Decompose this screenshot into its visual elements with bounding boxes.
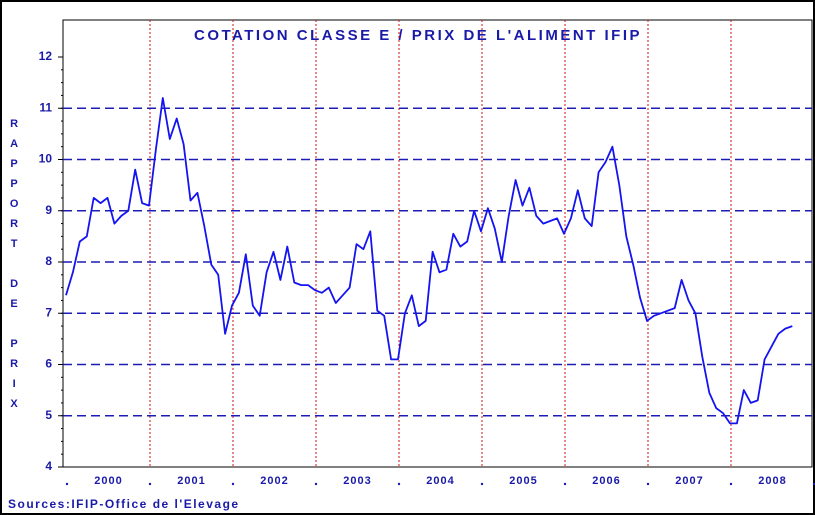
x-tick-dot [812, 482, 815, 486]
x-tick-dot [397, 482, 401, 486]
y-tick-label: 9 [45, 203, 52, 217]
x-tick-label: 2007 [675, 475, 703, 487]
price-ratio-line [65, 97, 793, 425]
y-tick-label: 7 [45, 305, 52, 319]
x-tick-dot [646, 482, 650, 486]
x-tick-dot [480, 482, 484, 486]
x-tick-label: 2002 [260, 475, 288, 487]
plot-frame [62, 19, 813, 468]
source-note: Sources:IFIP-Office de l'Elevage [8, 497, 240, 511]
x-tick-dot [729, 482, 733, 486]
y-tick-label: 4 [45, 459, 52, 473]
x-tick-label: 2005 [509, 475, 537, 487]
x-tick-label: 2008 [758, 475, 786, 487]
x-tick-label: 2003 [343, 475, 371, 487]
y-tick-label: 8 [45, 254, 52, 268]
x-tick-label: 2006 [592, 475, 620, 487]
chart-title: COTATION CLASSE E / PRIX DE L'ALIMENT IF… [194, 27, 642, 44]
y-tick-label: 5 [45, 408, 52, 422]
x-tick-dot [563, 482, 567, 486]
x-tick-dot [65, 482, 69, 486]
x-tick-dot [231, 482, 235, 486]
y-axis-label: RAPPORT DE PRIX [8, 118, 20, 418]
x-tick-label: 2001 [177, 475, 205, 487]
x-tick-dot [314, 482, 318, 486]
x-tick-label: 2000 [94, 475, 122, 487]
y-tick-label: 6 [45, 357, 52, 371]
y-tick-label: 11 [39, 100, 52, 114]
x-tick-label: 2004 [426, 475, 454, 487]
y-tick-label: 10 [39, 152, 53, 166]
y-tick-label: 12 [39, 49, 53, 63]
x-tick-dot [148, 482, 152, 486]
